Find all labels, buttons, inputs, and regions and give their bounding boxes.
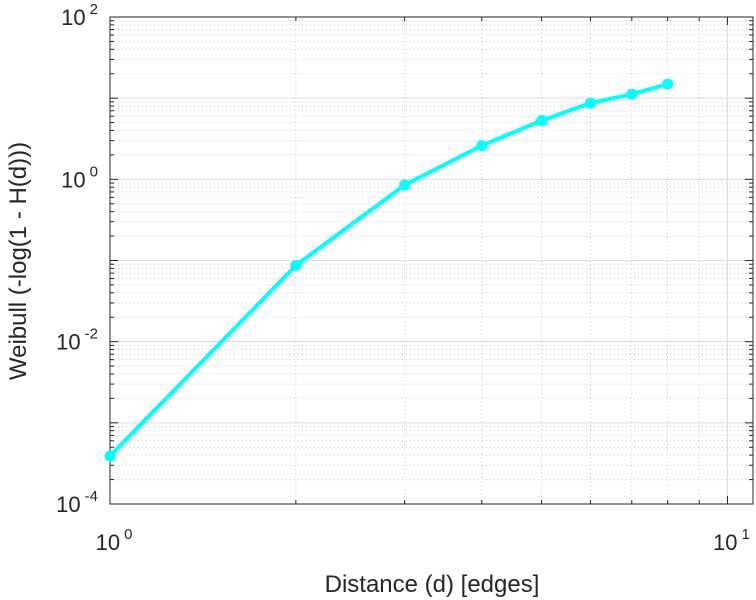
grid [109,16,753,505]
x-tick-label: 10 1 [713,526,750,555]
series-line [108,82,669,458]
data-point [626,88,638,100]
data-point [584,97,596,109]
x-tick-label: 10 0 [96,526,133,555]
data-point [662,78,674,90]
axes-box [109,16,754,505]
y-tick-label: 10 -2 [56,326,98,355]
data-point [536,115,548,127]
data-point [476,140,488,152]
y-tick-label: 10 -4 [56,488,98,517]
data-point [399,179,411,191]
y-axis-label: Weibull (-log(1 - H(d))) [5,142,32,380]
data-point [290,259,302,271]
tick-labels: 10 -4 10 -2 10 0 10 2 10 0 10 1 [56,1,750,555]
y-tick-label: 10 0 [61,163,98,192]
series [104,78,674,462]
data-point [104,450,116,462]
y-tick-label: 10 2 [61,1,98,30]
x-axis-label: Distance (d) [edges] [325,571,540,598]
